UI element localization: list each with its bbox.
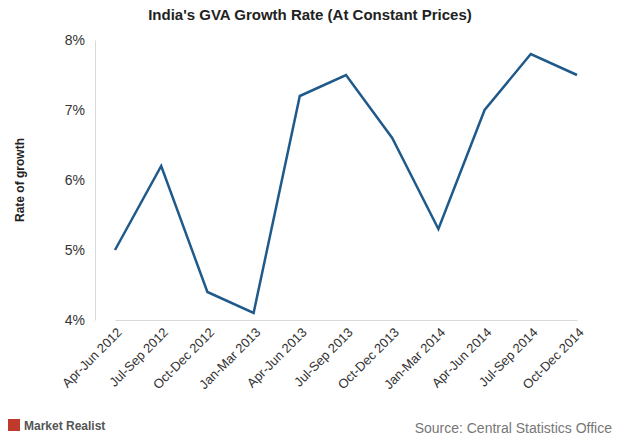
y-tick: 7%	[65, 102, 95, 118]
y-tick-label: 4%	[65, 312, 85, 328]
y-tick: 8%	[65, 32, 95, 48]
y-tick-label: 6%	[65, 172, 85, 188]
brand-text: Market Realist	[24, 419, 105, 433]
y-tick-label: 8%	[65, 32, 85, 48]
y-axis-title: Rate of growth	[13, 138, 27, 222]
brand-icon	[8, 419, 20, 431]
x-axis-line	[116, 320, 578, 321]
y-tick: 5%	[65, 242, 95, 258]
x-tick: Oct-Dec 2014	[520, 320, 587, 392]
x-axis: Apr-Jun 2012Jul-Sep 2012Oct-Dec 2012Jan-…	[59, 320, 587, 392]
chart: India's GVA Growth Rate (At Constant Pri…	[0, 0, 620, 443]
y-tick: 6%	[65, 172, 95, 188]
brand: Market Realist	[8, 419, 105, 433]
y-tick: 4%	[65, 312, 95, 328]
y-tick-label: 7%	[65, 102, 85, 118]
y-axis-line	[95, 41, 96, 321]
source: Source: Central Statistics Office	[415, 420, 613, 436]
line	[115, 54, 577, 313]
x-tick-label: Oct-Dec 2014	[520, 325, 587, 392]
y-tick-label: 5%	[65, 242, 85, 258]
title: India's GVA Growth Rate (At Constant Pri…	[148, 6, 472, 23]
y-axis: 4% 5% 6% 7% 8%	[65, 32, 96, 328]
plot-area	[115, 54, 577, 313]
